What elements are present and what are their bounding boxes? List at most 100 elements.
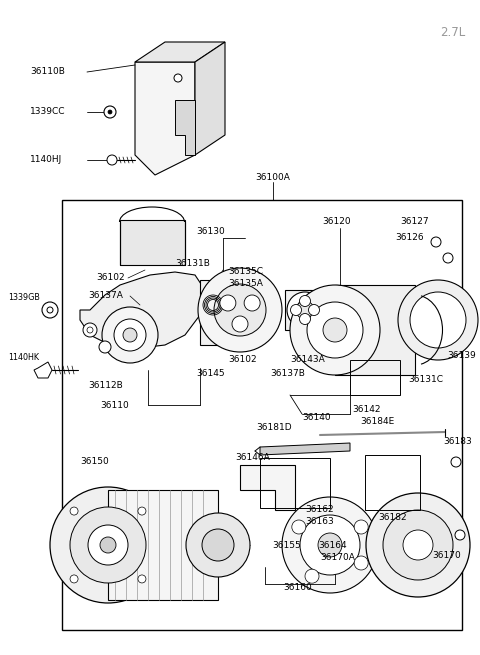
Circle shape (451, 457, 461, 467)
Circle shape (232, 316, 248, 332)
Text: 36150: 36150 (80, 457, 109, 466)
Text: 36170: 36170 (432, 550, 461, 559)
Text: 36102: 36102 (228, 356, 257, 364)
Text: 36182: 36182 (378, 514, 407, 523)
Circle shape (305, 569, 319, 583)
Circle shape (42, 302, 58, 318)
Text: 36184E: 36184E (360, 417, 394, 426)
Text: 36183: 36183 (443, 438, 472, 447)
Circle shape (138, 507, 146, 515)
Text: 36137B: 36137B (270, 369, 305, 379)
Text: 36163: 36163 (305, 517, 334, 527)
Text: 36102: 36102 (96, 274, 125, 282)
Bar (260, 458, 330, 508)
Polygon shape (260, 443, 350, 455)
Polygon shape (175, 100, 195, 155)
Text: 36146A: 36146A (235, 453, 270, 462)
Text: 36145: 36145 (196, 369, 225, 379)
Text: 36164: 36164 (318, 540, 347, 550)
Text: 36131B: 36131B (175, 259, 210, 267)
Bar (108, 490, 218, 600)
Text: 36120: 36120 (322, 217, 350, 227)
Circle shape (300, 314, 311, 324)
Circle shape (244, 295, 260, 311)
Circle shape (296, 301, 314, 319)
Circle shape (87, 327, 93, 333)
Circle shape (50, 487, 166, 603)
Polygon shape (34, 362, 52, 378)
Circle shape (83, 323, 97, 337)
Bar (62, 200, 462, 630)
Text: 1140HK: 1140HK (8, 354, 39, 362)
Bar (200, 280, 260, 345)
Text: 36162: 36162 (305, 506, 334, 514)
Circle shape (70, 575, 78, 583)
Text: 36130: 36130 (196, 227, 225, 236)
Polygon shape (135, 62, 195, 175)
Text: 36135A: 36135A (228, 278, 263, 288)
Polygon shape (195, 42, 225, 155)
Text: 36143A: 36143A (290, 356, 325, 364)
Circle shape (198, 268, 282, 352)
Text: 1339GB: 1339GB (8, 293, 40, 303)
Circle shape (104, 106, 116, 118)
Circle shape (282, 497, 378, 593)
Text: 36140: 36140 (302, 413, 331, 422)
Circle shape (88, 525, 128, 565)
Text: 36135C: 36135C (228, 267, 263, 276)
Circle shape (443, 253, 453, 263)
Circle shape (100, 537, 116, 553)
Circle shape (290, 285, 380, 375)
Circle shape (455, 530, 465, 540)
Polygon shape (240, 465, 295, 510)
Circle shape (287, 292, 323, 328)
Circle shape (99, 341, 111, 353)
Bar (120, 220, 185, 265)
Circle shape (292, 520, 306, 534)
Text: 36160: 36160 (283, 584, 312, 593)
Text: 36181D: 36181D (256, 424, 292, 432)
Text: 1140HJ: 1140HJ (30, 155, 62, 164)
Circle shape (220, 295, 236, 311)
Circle shape (70, 507, 78, 515)
Polygon shape (135, 42, 225, 62)
Text: 36142: 36142 (352, 405, 381, 415)
Circle shape (70, 507, 146, 583)
Circle shape (108, 110, 112, 114)
Circle shape (403, 530, 433, 560)
Bar (285, 290, 330, 330)
Text: 36110: 36110 (100, 400, 129, 409)
Circle shape (107, 155, 117, 165)
Circle shape (383, 510, 453, 580)
Polygon shape (80, 272, 205, 348)
Circle shape (398, 280, 478, 360)
Circle shape (410, 292, 466, 348)
Text: 36100A: 36100A (255, 174, 290, 183)
Text: 36139: 36139 (447, 350, 476, 360)
Circle shape (354, 556, 368, 570)
Bar (365, 455, 420, 510)
Circle shape (309, 305, 320, 316)
Text: 2.7L: 2.7L (440, 26, 465, 39)
Circle shape (290, 305, 301, 316)
Circle shape (318, 533, 342, 557)
Circle shape (123, 328, 137, 342)
Circle shape (114, 319, 146, 351)
Text: 1339CC: 1339CC (30, 107, 65, 117)
Text: 36112B: 36112B (88, 381, 123, 390)
Circle shape (47, 307, 53, 313)
Circle shape (102, 307, 158, 363)
Text: 36137A: 36137A (88, 291, 123, 301)
Circle shape (138, 575, 146, 583)
Bar (350, 360, 400, 395)
Circle shape (202, 529, 234, 561)
Circle shape (214, 284, 266, 336)
Text: 36170A: 36170A (320, 553, 355, 563)
Circle shape (354, 520, 368, 534)
Text: 36155: 36155 (272, 540, 301, 550)
Circle shape (307, 302, 363, 358)
Text: 36131C: 36131C (408, 375, 443, 384)
Circle shape (366, 493, 470, 597)
Bar (335, 285, 415, 375)
Circle shape (431, 237, 441, 247)
